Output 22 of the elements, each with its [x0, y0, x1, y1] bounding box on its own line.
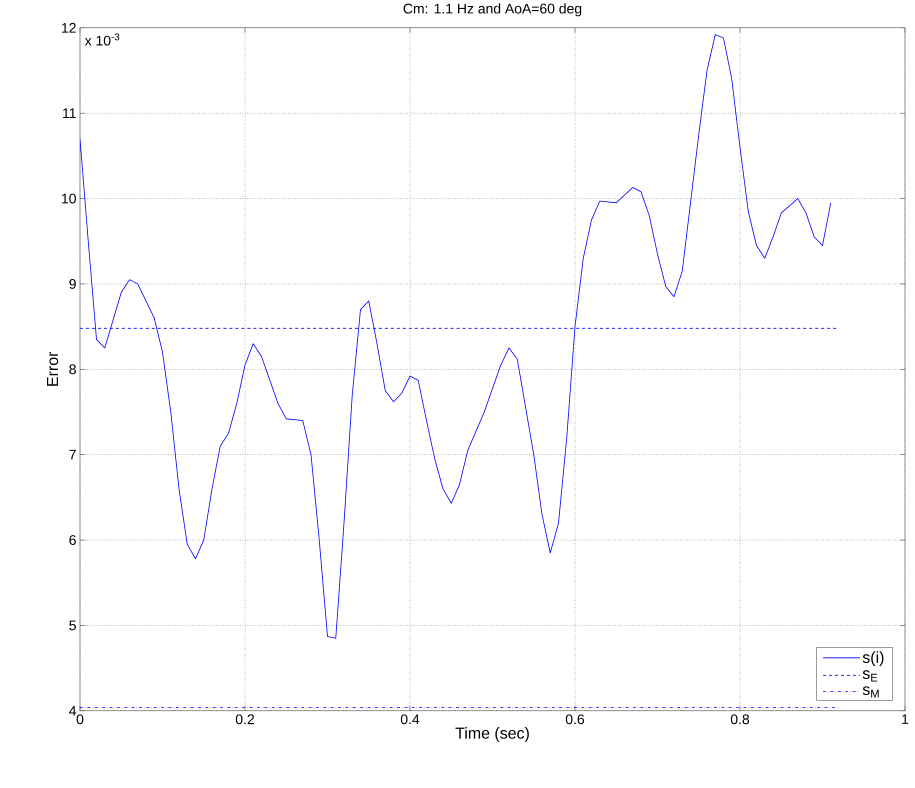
y-axis-title: Error	[47, 352, 58, 386]
x-tick-label: 0.6	[566, 714, 584, 724]
x-tick-label: 0.4	[400, 714, 420, 724]
y-tick-label: 9	[69, 279, 76, 289]
y-tick-label: 7	[69, 450, 76, 460]
legend-label: s$_{M}$	[862, 686, 879, 698]
legend-label: s$_{E}$	[862, 670, 878, 682]
annotation: x 10$^{-3}$	[84, 34, 120, 46]
y-tick-label: 4	[69, 706, 76, 716]
legend-label: s(i)	[862, 651, 884, 666]
y-tick-label: 6	[69, 535, 76, 546]
x-tick-label: 0.8	[730, 714, 750, 724]
y-tick-label: 5	[69, 620, 76, 630]
x-axis-title: Time (sec)	[456, 727, 529, 742]
x-tick-label: 1	[902, 714, 908, 724]
x-tick-label: 0	[76, 714, 84, 724]
x-tick-label: 0.2	[236, 714, 254, 724]
y-tick-label: 11	[63, 108, 76, 118]
y-tick-label: 12	[62, 23, 76, 33]
y-tick-label: 10	[62, 194, 76, 204]
chart-title: Cm: 1.1 Hz and AoA=60 deg	[404, 3, 582, 16]
y-tick-label: 8	[69, 364, 76, 374]
